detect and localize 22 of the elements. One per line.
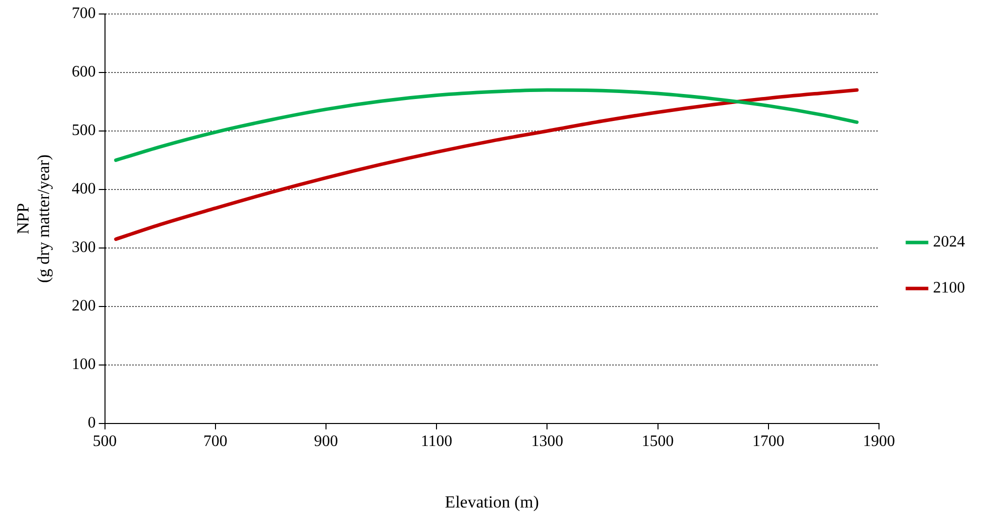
x-axis-title: Elevation (m) (444, 492, 539, 512)
y-tick-label: 200 (72, 298, 96, 315)
x-tick-label: 1100 (420, 433, 452, 450)
x-tick-label: 900 (314, 433, 338, 450)
y-tick-label: 300 (72, 239, 96, 256)
y-tick-label: 400 (72, 180, 96, 198)
line-series (114, 88, 859, 162)
x-tick-label: 1300 (531, 433, 564, 450)
x-tick-label: 1900 (863, 433, 895, 450)
y-tick-label: 700 (72, 5, 96, 22)
line-series (114, 88, 859, 241)
x-tick-label: 1500 (642, 433, 674, 450)
x-tick-label: 700 (203, 433, 228, 450)
y-axis-title: NPP (g dry matter/year) (14, 154, 54, 283)
x-tick-label: 500 (92, 433, 117, 450)
x-tick-label: 1700 (752, 433, 784, 450)
legend-label: 2100 (933, 280, 965, 297)
legend-label: 2024 (933, 234, 965, 251)
y-tick-label: 100 (72, 356, 96, 374)
y-tick-label: 600 (72, 64, 96, 81)
y-tick-label: 0 (88, 414, 96, 432)
y-tick-label: 500 (72, 122, 96, 140)
